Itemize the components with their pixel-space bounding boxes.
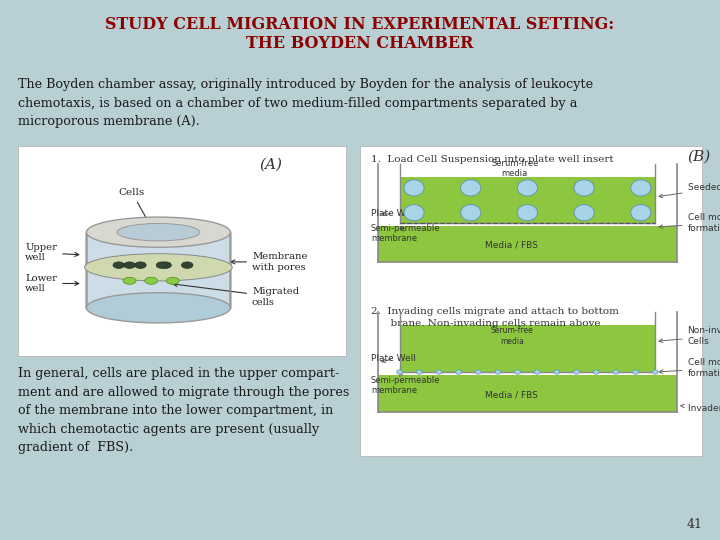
Ellipse shape [495,370,501,374]
Ellipse shape [160,262,171,268]
FancyBboxPatch shape [400,178,655,223]
Ellipse shape [124,262,135,268]
Ellipse shape [145,278,158,285]
Text: Cell monolayer
formation: Cell monolayer formation [659,213,720,233]
Text: Semi-permeable
membrane: Semi-permeable membrane [371,224,441,243]
Ellipse shape [475,370,481,374]
Text: Plate Well: Plate Well [371,354,415,363]
Text: Seeded Cells: Seeded Cells [659,184,720,198]
Text: Media / FBS: Media / FBS [485,241,538,250]
Text: 41: 41 [687,518,703,531]
Ellipse shape [123,278,136,285]
FancyBboxPatch shape [378,226,677,262]
Ellipse shape [397,370,402,374]
Ellipse shape [593,370,599,374]
Ellipse shape [461,205,481,221]
Ellipse shape [574,180,594,196]
Ellipse shape [554,370,559,374]
Text: Upper
well: Upper well [25,243,78,262]
Ellipse shape [456,370,462,374]
Text: (A): (A) [259,158,282,172]
Ellipse shape [515,370,521,374]
Ellipse shape [86,293,230,323]
Text: THE BOYDEN CHAMBER: THE BOYDEN CHAMBER [246,35,474,52]
Ellipse shape [404,205,424,221]
Ellipse shape [113,262,125,268]
Text: Serum-free
media: Serum-free media [491,159,539,178]
Ellipse shape [135,262,146,268]
Ellipse shape [404,180,424,196]
Ellipse shape [517,180,537,196]
Text: Invader Cells: Invader Cells [680,403,720,413]
Text: Media / FBS: Media / FBS [485,390,538,399]
Ellipse shape [517,205,537,221]
Text: 2.  Invading cells migrate and attach to bottom
      brane. Non-invading cells : 2. Invading cells migrate and attach to … [371,307,618,328]
Ellipse shape [85,254,232,281]
Ellipse shape [461,180,481,196]
Text: Migrated
cells: Migrated cells [174,282,299,307]
Text: Semi-permeable
membrane: Semi-permeable membrane [371,373,441,395]
Ellipse shape [613,370,618,374]
FancyBboxPatch shape [400,325,655,372]
Ellipse shape [86,217,230,247]
Text: 1.  Load Cell Suspension into plate well insert: 1. Load Cell Suspension into plate well … [371,155,613,164]
Ellipse shape [156,262,168,268]
Ellipse shape [574,205,594,221]
Ellipse shape [631,180,651,196]
Text: In general, cells are placed in the upper compart-
ment and are allowed to migra: In general, cells are placed in the uppe… [18,367,349,454]
Ellipse shape [631,205,651,221]
FancyBboxPatch shape [378,375,677,412]
Text: STUDY CELL MIGRATION IN EXPERIMENTAL SETTING:: STUDY CELL MIGRATION IN EXPERIMENTAL SET… [105,16,615,33]
FancyBboxPatch shape [86,232,230,308]
Text: Cell monolayer
formation: Cell monolayer formation [659,359,720,378]
Ellipse shape [416,370,422,374]
Ellipse shape [633,370,639,374]
Ellipse shape [534,370,540,374]
Text: (B): (B) [688,150,711,164]
FancyBboxPatch shape [360,146,702,456]
Ellipse shape [181,262,193,268]
Ellipse shape [652,370,658,374]
Text: Membrane
with pores: Membrane with pores [231,252,307,272]
Text: Cells: Cells [119,188,149,224]
Text: Non-invasive
Cells: Non-invasive Cells [659,326,720,346]
Ellipse shape [436,370,442,374]
Ellipse shape [166,278,179,285]
Text: Lower
well: Lower well [25,274,78,293]
Text: Plate Well: Plate Well [371,210,415,219]
Ellipse shape [574,370,580,374]
Ellipse shape [117,224,200,241]
Text: The Boyden chamber assay, originally introduced by Boyden for the analysis of le: The Boyden chamber assay, originally int… [18,78,593,129]
FancyBboxPatch shape [18,146,346,356]
Text: Serum-free
media: Serum-free media [490,326,533,346]
